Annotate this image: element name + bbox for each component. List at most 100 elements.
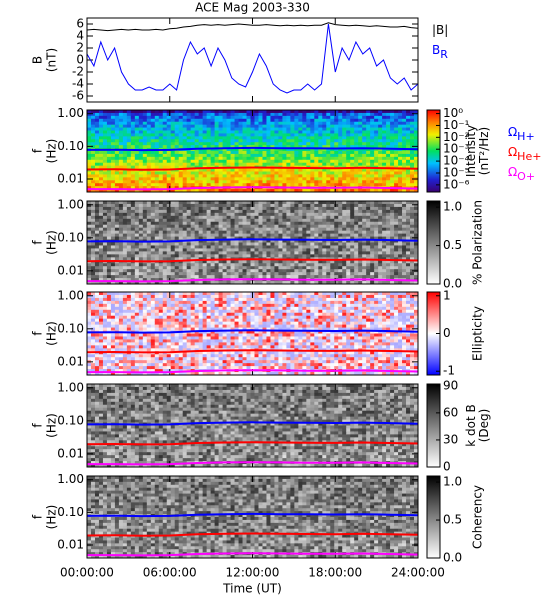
spectrogram-cell (366, 233, 371, 237)
spectrogram-cell (138, 153, 144, 158)
spectrogram-cell (318, 124, 323, 128)
spectrogram-cell (230, 171, 235, 175)
spectrogram-cell (238, 133, 243, 137)
spectrogram-cell (230, 148, 235, 152)
spectrogram-cell (286, 174, 291, 178)
spectrogram-cell (258, 263, 263, 267)
spectrogram-cell (122, 189, 128, 193)
spectrogram-cell (146, 209, 152, 214)
spectrogram-cell (358, 148, 363, 152)
spectrogram-cell (378, 151, 383, 155)
spectrogram-cell (394, 260, 399, 264)
spectrogram-cell (346, 209, 351, 214)
spectrogram-cell (366, 248, 371, 252)
spectrogram-cell (170, 248, 176, 252)
spectrogram-cell (370, 251, 375, 255)
spectrogram-cell (154, 278, 160, 282)
spectrogram-cell (358, 151, 363, 155)
spectrogram-cell (270, 156, 275, 161)
spectrogram-cell (158, 251, 164, 255)
spectrogram-cell (262, 153, 267, 158)
spectrogram-cell (334, 145, 339, 149)
spectrogram-cell (142, 162, 148, 167)
spectrogram-cell (178, 201, 184, 205)
spectrogram-cell (274, 177, 279, 181)
spectrogram-cell (254, 148, 259, 152)
spectrogram-cell (294, 112, 299, 117)
spectrogram-cell (87, 263, 92, 267)
spectrogram-cell (206, 174, 212, 178)
spectrogram-cell (190, 251, 196, 255)
spectrogram-cell (230, 233, 235, 237)
spectrogram-cell (394, 242, 399, 246)
spectrogram-cell (230, 168, 235, 172)
spectrogram-cell (314, 115, 319, 120)
spectrogram-cell (286, 121, 291, 126)
spectrogram-cell (382, 239, 387, 243)
spectrogram-cell (210, 212, 216, 217)
spectrogram-cell (158, 254, 164, 258)
spectrogram-cell (174, 142, 180, 146)
spectrogram-cell (126, 183, 132, 187)
spectrogram-cell (206, 266, 212, 270)
spectrogram-cell (394, 145, 399, 149)
legend-name: Ω (508, 165, 517, 179)
spectrogram-cell (102, 133, 108, 137)
spectrogram-cell (170, 233, 176, 237)
spectrogram-cell (182, 221, 188, 226)
spectrogram-cell (194, 269, 200, 273)
spectrogram-cell (110, 142, 116, 146)
spectrogram-cell (87, 292, 92, 296)
spectrogram-cell (330, 218, 335, 223)
spectrogram-cell (90, 275, 96, 279)
spectrogram-cell (314, 218, 319, 223)
spectrogram-cell (290, 159, 295, 164)
spectrogram-cell (190, 215, 196, 220)
spectrogram-cell (106, 300, 112, 305)
spectrogram-cell (170, 183, 176, 187)
spectrogram-cell (358, 233, 363, 237)
spectrogram-cell (378, 269, 383, 273)
spectrogram-cell (326, 136, 331, 140)
spectrogram-cell (382, 121, 387, 126)
spectrogram-cell (226, 224, 231, 229)
spectrogram-cell (278, 145, 283, 149)
spectrogram-cell (266, 148, 271, 152)
spectrogram-cell (174, 260, 180, 264)
spectrogram-cell (242, 136, 247, 140)
spectrogram-cell (190, 201, 196, 205)
spectrogram-cell (314, 281, 319, 285)
spectrogram-cell (318, 142, 323, 146)
spectrogram-cell (310, 254, 315, 258)
colorbar-tick-label: 0.0 (443, 277, 462, 291)
spectrogram-cell (122, 203, 128, 208)
spectrogram-cell (338, 148, 343, 152)
spectrogram-cell (366, 183, 371, 187)
spectrogram-cell (218, 209, 223, 214)
spectrogram-cell (386, 281, 391, 285)
spectrogram-cell (194, 266, 200, 270)
spectrogram-cell (102, 224, 108, 229)
spectrogram-cell (202, 242, 208, 246)
spectrogram-cell (106, 312, 112, 317)
spectrogram-cell (290, 139, 295, 143)
spectrogram-cell (374, 269, 379, 273)
spectrogram-cell (182, 215, 188, 220)
spectrogram-cell (258, 153, 263, 158)
spectrogram-cell (194, 148, 200, 152)
data-line (87, 186, 418, 191)
spectrogram-cell (110, 254, 116, 258)
spectrogram-cell (198, 245, 204, 249)
spectrogram-cell (150, 233, 156, 237)
spectrogram-cell (190, 115, 196, 120)
spectrogram-cell (398, 153, 403, 158)
spectrogram-cell (214, 133, 220, 137)
spectrogram-cell (362, 151, 367, 155)
spectrogram-cell (87, 251, 92, 255)
spectrogram-cell (306, 145, 311, 149)
legend-label: ΩH+ (508, 125, 535, 144)
spectrogram-cell (414, 127, 419, 131)
spectrogram-cell (310, 227, 315, 232)
spectrogram-cell (362, 206, 367, 211)
spectrogram-cell (162, 121, 168, 126)
